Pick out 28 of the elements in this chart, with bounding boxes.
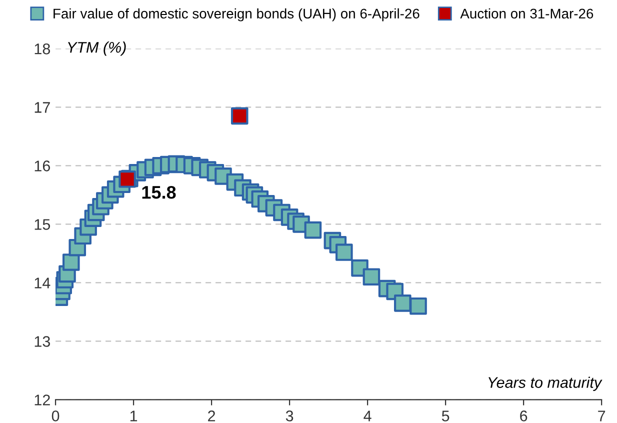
x-tick-label: 2 (208, 410, 216, 422)
legend-label: Fair value of domestic sovereign bonds (UAH) on 6-April-26 (54, 8, 420, 22)
point (118, 170, 136, 188)
y-tick-label: 17 (34, 102, 50, 113)
legend-label: Auction on 31-Mar-26 (460, 8, 594, 19)
y-axis-title: YTM (%) (68, 42, 126, 56)
x-axis-title: Years to maturity (488, 376, 602, 391)
y-tick-label: 16 (34, 160, 50, 172)
x-tick-label: 7 (598, 410, 606, 422)
y-tick-label: 14 (34, 278, 50, 288)
point (336, 244, 353, 261)
x-tick-label: 5 (442, 410, 450, 422)
point (410, 297, 427, 315)
point (394, 294, 412, 312)
x-tick-label: 4 (364, 410, 372, 422)
x-tick-label: 0 (52, 410, 60, 422)
y-tick-label: 13 (34, 336, 50, 347)
y-tick-label: 12 (34, 394, 50, 406)
data-label: 15.8 (142, 186, 176, 199)
y-tick-label: 15 (34, 219, 50, 230)
point (230, 107, 248, 125)
point (362, 268, 380, 286)
y-tick-label: 18 (34, 44, 50, 54)
point (62, 254, 80, 271)
point (304, 221, 322, 239)
x-tick-label: 6 (520, 410, 528, 422)
x-tick-label: 1 (130, 410, 138, 422)
x-tick-label: 3 (286, 410, 294, 422)
